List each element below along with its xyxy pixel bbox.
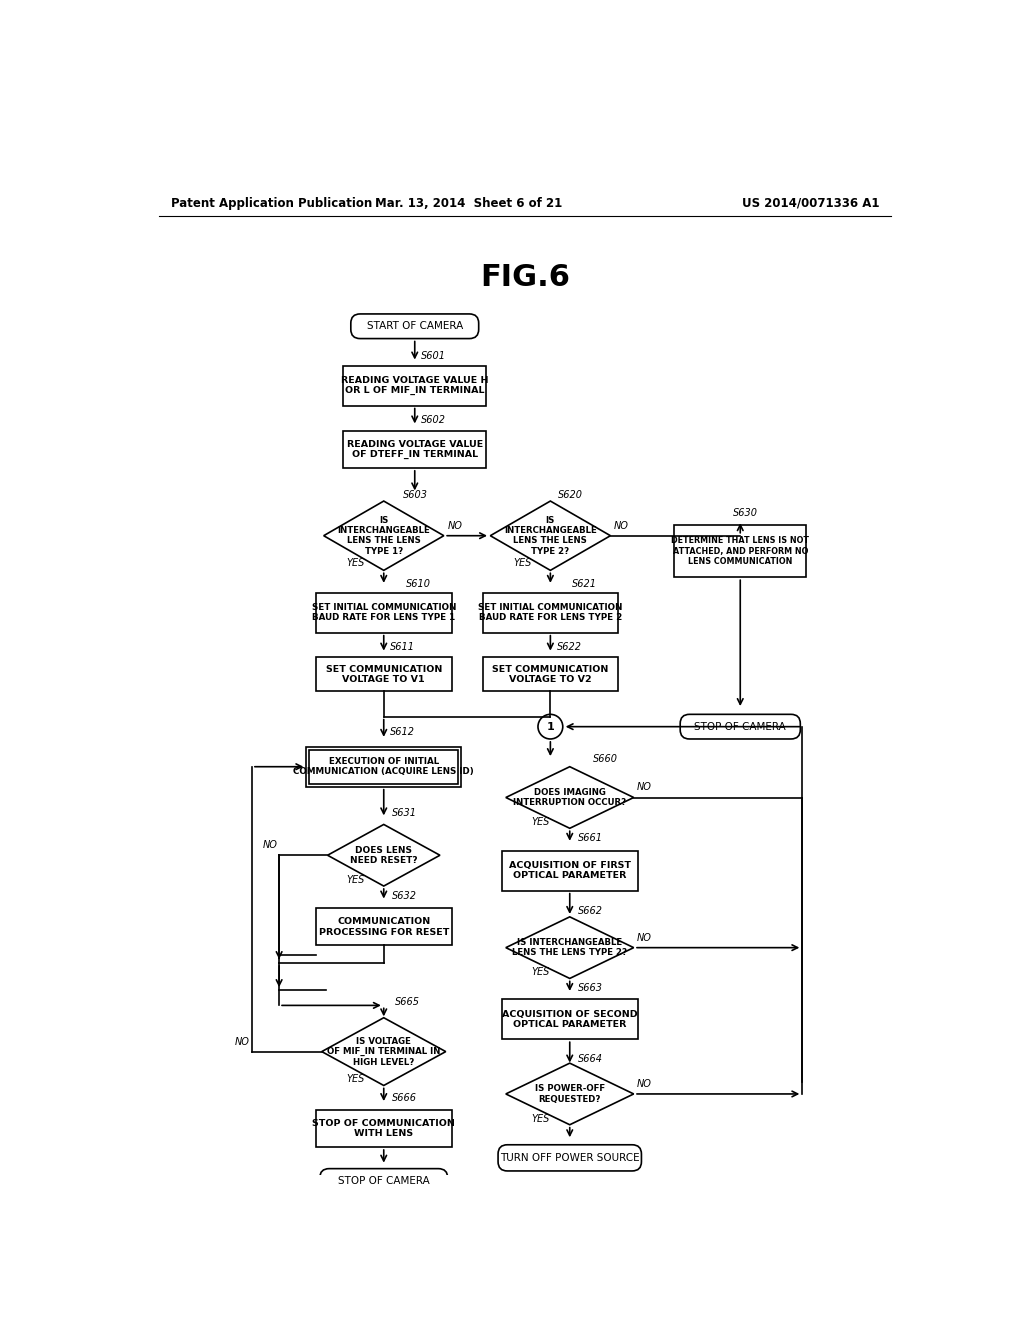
Text: S601: S601 xyxy=(421,351,445,362)
Polygon shape xyxy=(506,767,634,829)
Polygon shape xyxy=(490,502,610,570)
Polygon shape xyxy=(506,917,634,978)
Text: DOES IMAGING
INTERRUPTION OCCUR?: DOES IMAGING INTERRUPTION OCCUR? xyxy=(513,788,627,808)
Text: S666: S666 xyxy=(391,1093,417,1102)
Polygon shape xyxy=(328,825,440,886)
Text: IS VOLTAGE
OF MIF_IN TERMINAL IN
HIGH LEVEL?: IS VOLTAGE OF MIF_IN TERMINAL IN HIGH LE… xyxy=(327,1036,440,1067)
Text: START OF CAMERA: START OF CAMERA xyxy=(367,321,463,331)
Text: YES: YES xyxy=(346,557,365,568)
Text: IS INTERCHANGEABLE
LENS THE LENS TYPE 2?: IS INTERCHANGEABLE LENS THE LENS TYPE 2? xyxy=(512,939,628,957)
Text: NO: NO xyxy=(263,841,278,850)
Text: S631: S631 xyxy=(391,808,417,818)
Text: YES: YES xyxy=(346,875,365,884)
FancyBboxPatch shape xyxy=(351,314,478,339)
Text: S664: S664 xyxy=(578,1055,602,1064)
Text: YES: YES xyxy=(346,1074,365,1084)
Text: STOP OF CAMERA: STOP OF CAMERA xyxy=(338,1176,430,1185)
FancyBboxPatch shape xyxy=(680,714,801,739)
Text: YES: YES xyxy=(531,968,549,977)
Text: YES: YES xyxy=(531,1114,549,1123)
Text: US 2014/0071336 A1: US 2014/0071336 A1 xyxy=(742,197,880,210)
Text: DOES LENS
NEED RESET?: DOES LENS NEED RESET? xyxy=(350,846,418,865)
Text: IS
INTERCHANGEABLE
LENS THE LENS
TYPE 2?: IS INTERCHANGEABLE LENS THE LENS TYPE 2? xyxy=(504,516,597,556)
Text: S603: S603 xyxy=(403,490,428,500)
Bar xyxy=(306,747,461,787)
Text: TURN OFF POWER SOURCE: TURN OFF POWER SOURCE xyxy=(500,1152,640,1163)
Text: S660: S660 xyxy=(593,754,618,764)
Bar xyxy=(343,366,486,405)
Text: SET INITIAL COMMUNICATION
BAUD RATE FOR LENS TYPE 1: SET INITIAL COMMUNICATION BAUD RATE FOR … xyxy=(311,603,456,623)
Text: S612: S612 xyxy=(390,727,415,737)
Text: FIG.6: FIG.6 xyxy=(480,263,569,292)
Text: ACQUISITION OF SECOND
OPTICAL PARAMETER: ACQUISITION OF SECOND OPTICAL PARAMETER xyxy=(502,1010,638,1030)
Text: Mar. 13, 2014  Sheet 6 of 21: Mar. 13, 2014 Sheet 6 of 21 xyxy=(376,197,562,210)
Polygon shape xyxy=(322,1018,445,1085)
Polygon shape xyxy=(324,502,443,570)
Bar xyxy=(482,593,618,632)
Bar xyxy=(316,908,452,945)
Text: NO: NO xyxy=(447,521,462,532)
Text: READING VOLTAGE VALUE H
OR L OF MIF_IN TERMINAL: READING VOLTAGE VALUE H OR L OF MIF_IN T… xyxy=(341,376,488,395)
Text: SET INITIAL COMMUNICATION
BAUD RATE FOR LENS TYPE 2: SET INITIAL COMMUNICATION BAUD RATE FOR … xyxy=(478,603,623,623)
Text: IS POWER-OFF
REQUESTED?: IS POWER-OFF REQUESTED? xyxy=(535,1084,605,1104)
Bar xyxy=(502,850,638,891)
Text: S620: S620 xyxy=(558,490,583,500)
Bar xyxy=(502,999,638,1039)
Text: S662: S662 xyxy=(578,907,602,916)
Text: NO: NO xyxy=(637,1078,652,1089)
Bar xyxy=(343,430,486,469)
Text: 1: 1 xyxy=(547,722,554,731)
Text: SET COMMUNICATION
VOLTAGE TO V1: SET COMMUNICATION VOLTAGE TO V1 xyxy=(326,664,442,684)
Text: S665: S665 xyxy=(395,997,421,1007)
Text: STOP OF COMMUNICATION
WITH LENS: STOP OF COMMUNICATION WITH LENS xyxy=(312,1119,456,1138)
FancyBboxPatch shape xyxy=(498,1144,641,1171)
Text: S661: S661 xyxy=(578,833,602,843)
Text: S610: S610 xyxy=(406,579,430,589)
Text: DETERMINE THAT LENS IS NOT
ATTACHED, AND PERFORM NO
LENS COMMUNICATION: DETERMINE THAT LENS IS NOT ATTACHED, AND… xyxy=(672,536,809,566)
Text: EXECUTION OF INITIAL
COMMUNICATION (ACQUIRE LENS ID): EXECUTION OF INITIAL COMMUNICATION (ACQU… xyxy=(293,756,474,776)
Text: IS
INTERCHANGEABLE
LENS THE LENS
TYPE 1?: IS INTERCHANGEABLE LENS THE LENS TYPE 1? xyxy=(337,516,430,556)
Text: NO: NO xyxy=(614,521,629,532)
Text: Patent Application Publication: Patent Application Publication xyxy=(171,197,372,210)
Text: YES: YES xyxy=(531,817,549,828)
Bar xyxy=(309,750,458,784)
Text: STOP OF CAMERA: STOP OF CAMERA xyxy=(694,722,786,731)
Bar xyxy=(482,657,618,692)
FancyBboxPatch shape xyxy=(319,1168,447,1193)
Text: S622: S622 xyxy=(557,643,582,652)
Text: S663: S663 xyxy=(578,983,602,994)
Text: S630: S630 xyxy=(732,508,758,517)
Text: READING VOLTAGE VALUE
OF DTEFF_IN TERMINAL: READING VOLTAGE VALUE OF DTEFF_IN TERMIN… xyxy=(347,440,483,459)
Bar xyxy=(316,1110,452,1147)
Text: S602: S602 xyxy=(421,416,445,425)
Text: S611: S611 xyxy=(390,643,415,652)
Bar xyxy=(316,593,452,632)
Text: S621: S621 xyxy=(572,579,597,589)
Bar xyxy=(675,525,806,577)
Text: NO: NO xyxy=(637,783,652,792)
Text: NO: NO xyxy=(637,933,652,942)
Polygon shape xyxy=(506,1063,634,1125)
Text: ACQUISITION OF FIRST
OPTICAL PARAMETER: ACQUISITION OF FIRST OPTICAL PARAMETER xyxy=(509,861,631,880)
Text: YES: YES xyxy=(513,557,531,568)
Circle shape xyxy=(538,714,563,739)
Text: COMMUNICATION
PROCESSING FOR RESET: COMMUNICATION PROCESSING FOR RESET xyxy=(318,917,449,937)
Text: SET COMMUNICATION
VOLTAGE TO V2: SET COMMUNICATION VOLTAGE TO V2 xyxy=(493,664,608,684)
Text: S632: S632 xyxy=(391,891,417,902)
Text: NO: NO xyxy=(234,1036,250,1047)
Bar xyxy=(316,657,452,692)
